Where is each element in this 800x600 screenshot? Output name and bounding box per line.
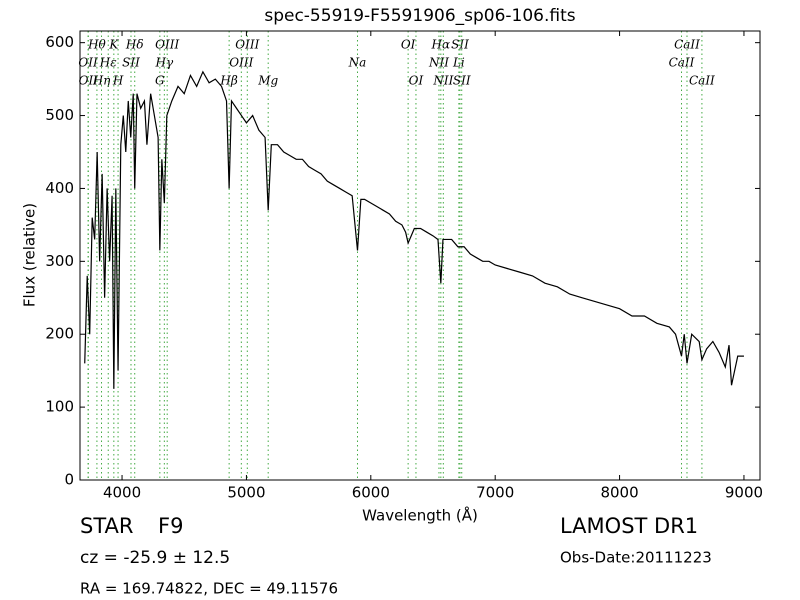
- y-tick-label: 200: [45, 325, 74, 343]
- line-marker-label: Hε: [99, 56, 117, 70]
- y-tick-label: 400: [45, 179, 74, 197]
- subclass: F9: [158, 514, 183, 538]
- velocity: cz = -25.9 ± 12.5: [80, 548, 230, 568]
- line-marker-label: OIII: [229, 56, 253, 70]
- line-marker-label: OIII: [235, 38, 259, 52]
- line-marker-label: CaII: [689, 74, 715, 88]
- line-marker-label: Na: [348, 56, 367, 70]
- x-tick-label: 7000: [476, 484, 514, 502]
- x-tick-label: 4000: [103, 484, 141, 502]
- y-tick-label: 100: [45, 398, 74, 416]
- line-marker-label: CaII: [674, 38, 700, 52]
- line-marker-label: Hα: [431, 38, 451, 52]
- line-marker-label: Hβ: [219, 74, 237, 88]
- line-marker-label: K: [108, 38, 119, 52]
- line-marker-label: Mg: [257, 74, 278, 88]
- object-class: STAR: [80, 514, 133, 538]
- chart-title: spec-55919-F5591906_sp06-106.fits: [264, 6, 575, 26]
- x-tick-label: 8000: [600, 484, 638, 502]
- line-marker-label: OI: [409, 74, 424, 88]
- x-tick-label: 6000: [352, 484, 390, 502]
- line-marker-label: SII: [122, 56, 140, 70]
- line-marker-label: NII: [432, 74, 453, 88]
- line-marker-label: OII: [79, 74, 99, 88]
- y-tick-label: 500: [45, 106, 74, 124]
- line-marker-label: SII: [451, 38, 469, 52]
- spectrum-line: [84, 70, 744, 389]
- plot-frame: [79, 30, 761, 481]
- line-marker-label: H: [112, 74, 124, 88]
- coordinates: RA = 169.74822, DEC = 49.11576: [80, 580, 338, 598]
- y-tick-label: 0: [64, 471, 74, 489]
- line-marker-label: NII: [428, 56, 449, 70]
- line-marker-label: OI: [401, 38, 416, 52]
- x-tick-label: 5000: [227, 484, 265, 502]
- line-marker-label: Li: [452, 56, 465, 70]
- line-marker-label: G: [155, 74, 165, 88]
- line-marker-label: SII: [453, 74, 471, 88]
- y-tick-label: 600: [45, 33, 74, 51]
- line-marker-label: Hγ: [155, 56, 174, 70]
- y-axis-label: Flux (relative): [21, 203, 39, 307]
- x-axis-label: Wavelength (Å): [362, 506, 478, 525]
- line-marker-label: Hθ: [87, 38, 106, 52]
- line-marker-label: OIII: [155, 38, 179, 52]
- obs-date: Obs-Date:20111223: [560, 549, 712, 567]
- survey: LAMOST DR1: [560, 514, 698, 538]
- line-marker-label: Hη: [92, 74, 111, 88]
- line-marker-label: CaII: [669, 56, 695, 70]
- y-tick-label: 300: [45, 252, 74, 270]
- line-marker-label: Hδ: [125, 38, 144, 52]
- x-tick-label: 9000: [725, 484, 763, 502]
